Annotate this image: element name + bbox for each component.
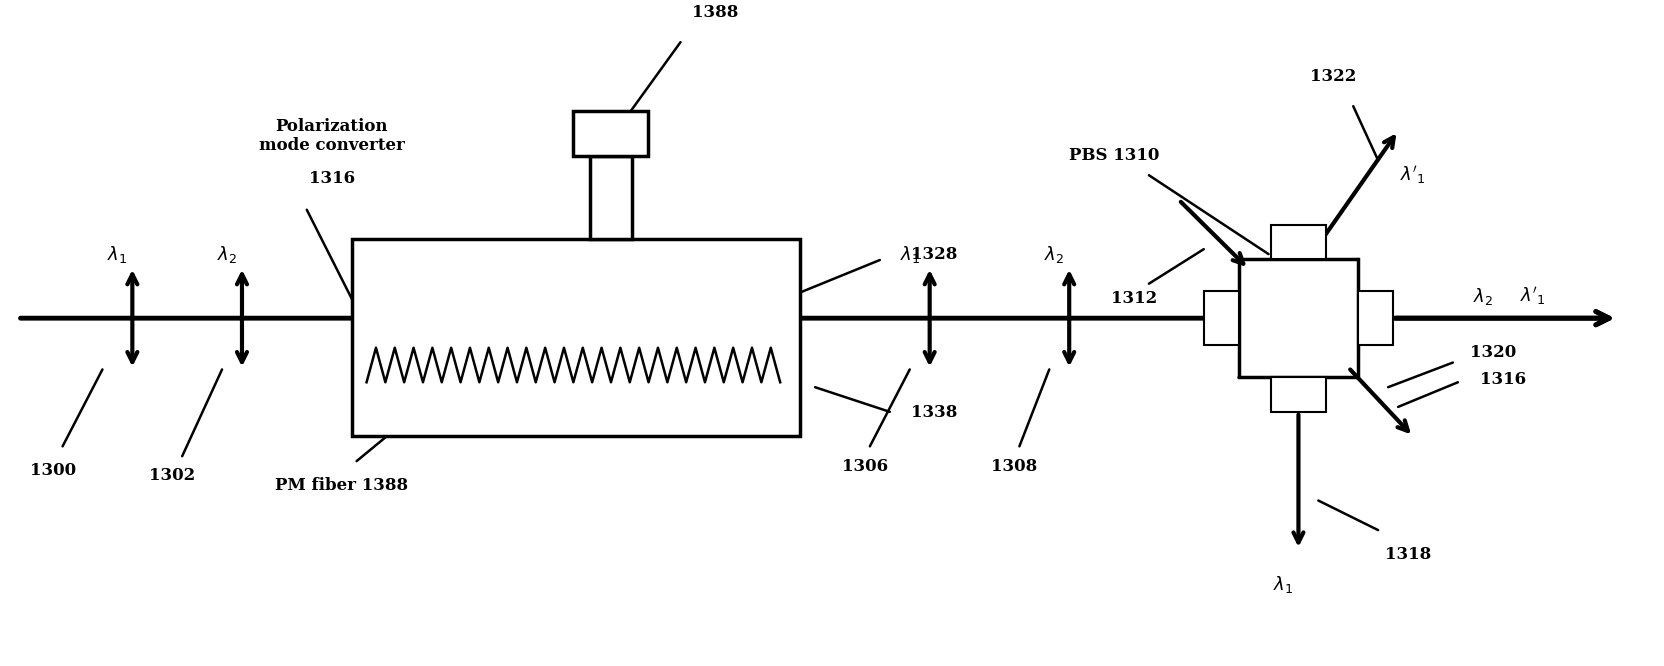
Text: $\lambda'_1$: $\lambda'_1$ [1519,286,1544,308]
Text: $\lambda_1$: $\lambda_1$ [1273,574,1293,595]
Bar [1358,291,1393,345]
Text: $\lambda_1$: $\lambda_1$ [106,244,128,264]
Text: 1322: 1322 [1310,68,1356,85]
Text: 1388: 1388 [692,4,739,21]
Bar [589,156,631,239]
Text: PBS 1310: PBS 1310 [1068,147,1158,164]
Bar [1270,224,1325,259]
Bar [1270,378,1325,412]
Bar [351,239,800,436]
Bar [1203,291,1238,345]
Text: 1306: 1306 [842,458,887,475]
Text: 1308: 1308 [990,458,1037,475]
Text: 1320: 1320 [1469,344,1514,361]
Text: 1300: 1300 [30,462,75,480]
Text: $\lambda_2$: $\lambda_2$ [1043,244,1063,264]
Text: 1318: 1318 [1384,546,1431,563]
Text: Polarization
mode converter: Polarization mode converter [258,117,404,154]
Bar [1238,259,1358,378]
Text: 1316: 1316 [1479,371,1524,388]
Bar [572,111,647,156]
Text: $\lambda_1$: $\lambda_1$ [899,244,919,264]
Text: PM fiber 1388: PM fiber 1388 [275,478,408,494]
Text: 1338: 1338 [910,404,957,422]
Text: $\lambda_2$: $\lambda_2$ [1473,286,1493,307]
Text: 1316: 1316 [308,170,354,186]
Text: $\lambda_2$: $\lambda_2$ [216,244,236,264]
Text: 1312: 1312 [1110,290,1156,307]
Text: 1302: 1302 [150,468,195,484]
Text: 1328: 1328 [910,246,957,262]
Text: $\lambda'_1$: $\lambda'_1$ [1399,165,1424,186]
